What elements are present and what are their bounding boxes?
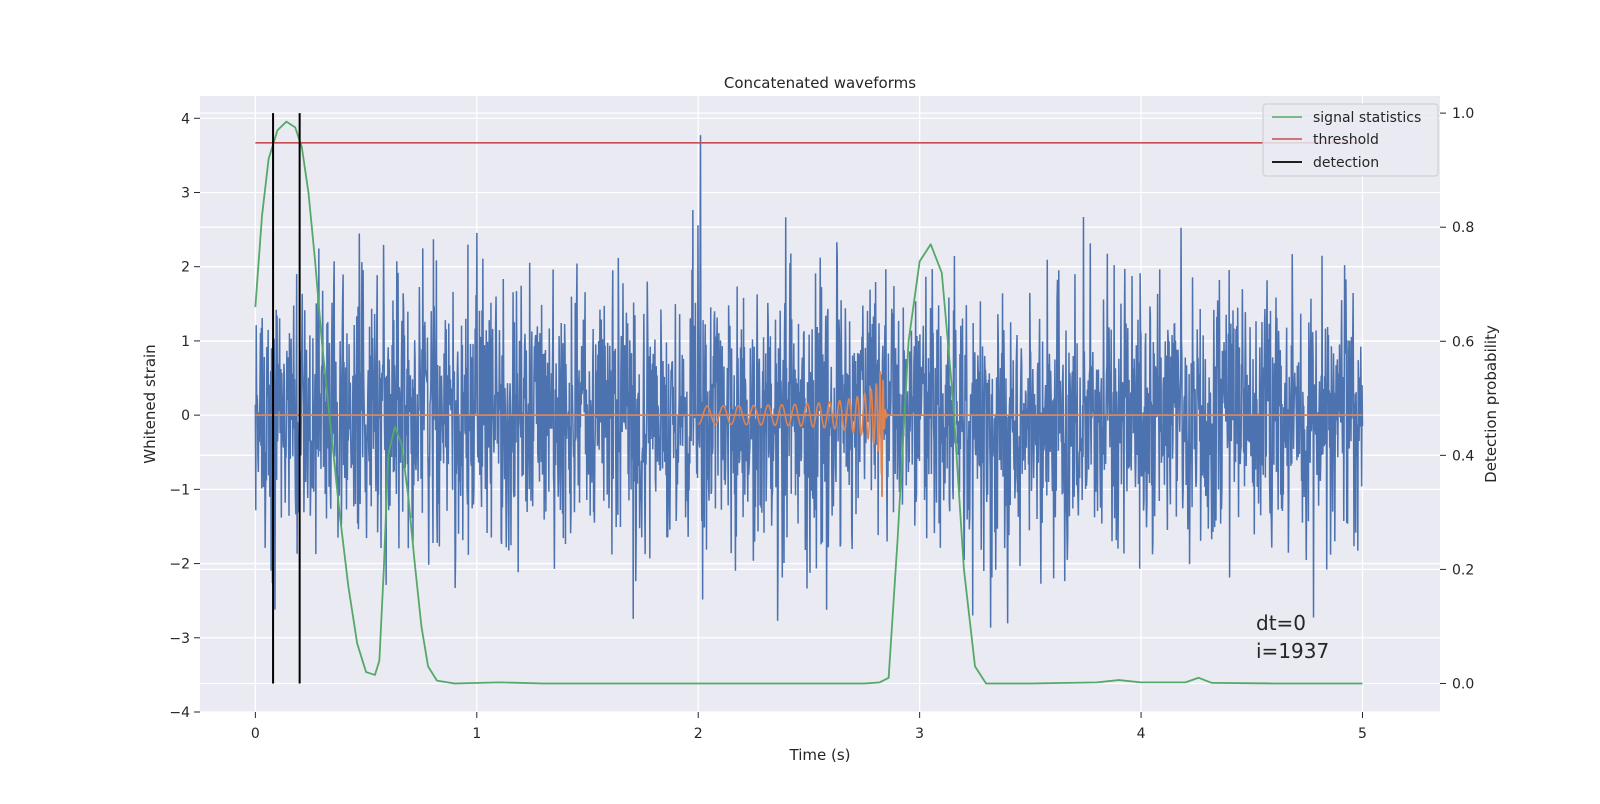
series-layer <box>254 113 1364 685</box>
y-tick-label-right: 0.4 <box>1452 448 1474 464</box>
y-axis-label-right: Detection probability <box>1482 325 1500 483</box>
x-tick-label: 4 <box>1137 726 1146 742</box>
x-axis-label: Time (s) <box>789 746 851 764</box>
ticks: 0 1 2 3 4 5 −4 −3 −2 −1 0 1 2 3 4 0.0 0.2 0.4 0.6 0.8 1.0 <box>169 106 1474 742</box>
legend-box <box>1262 103 1439 177</box>
x-tick-label: 0 <box>251 726 260 742</box>
y-tick-label: 1 <box>181 334 190 350</box>
y-tick-label: −2 <box>169 557 190 573</box>
y-tick-label: 3 <box>181 185 190 201</box>
y-tick-label-right: 1.0 <box>1452 106 1474 122</box>
annotation-dt: dt=0 <box>1256 611 1306 635</box>
y-axis-label: Whitened strain <box>141 344 159 463</box>
x-tick-label: 5 <box>1358 726 1367 742</box>
y-tick-label: 0 <box>181 408 190 424</box>
series-signal-statistics <box>254 120 1363 685</box>
chart-title: Concatenated waveforms <box>724 74 916 92</box>
y-tick-label: 2 <box>181 260 190 276</box>
annotation-i: i=1937 <box>1256 639 1329 663</box>
y-tick-label-right: 0.8 <box>1452 220 1474 236</box>
y-tick-label-right: 0.0 <box>1452 676 1474 692</box>
series-chirp-template <box>697 371 890 498</box>
x-tick-label: 3 <box>915 726 924 742</box>
y-tick-label: −4 <box>169 705 190 721</box>
y-tick-label-right: 0.2 <box>1452 562 1474 578</box>
x-tick-label: 1 <box>472 726 481 742</box>
y-tick-label: −1 <box>169 482 190 498</box>
legend-label-detection: detection <box>1313 155 1379 171</box>
x-tick-label: 2 <box>694 726 703 742</box>
legend-label-threshold: threshold <box>1313 132 1379 148</box>
y-tick-label: −3 <box>169 631 190 647</box>
y-tick-label-right: 0.6 <box>1452 334 1474 350</box>
legend-label-signal-statistics: signal statistics <box>1313 110 1421 126</box>
series-whitened-strain <box>254 135 1364 628</box>
y-tick-label: 4 <box>181 111 190 127</box>
legend: signal statistics threshold detection <box>1262 103 1439 177</box>
